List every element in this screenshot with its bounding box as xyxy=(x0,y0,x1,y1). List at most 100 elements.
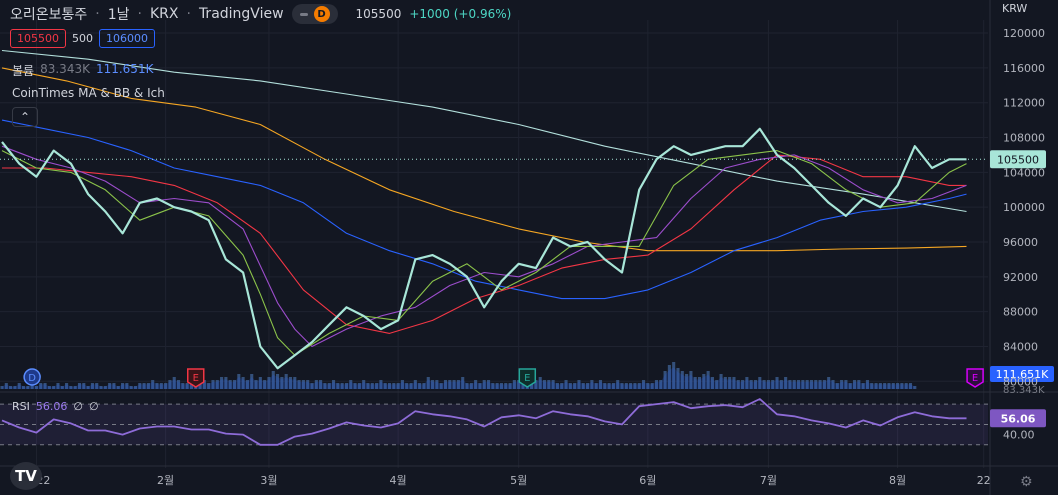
volume-bar xyxy=(495,383,499,389)
volume-bar xyxy=(560,383,564,389)
volume-bar xyxy=(271,371,275,389)
chevron-up-icon: ⌃ xyxy=(19,110,31,124)
volume-bar xyxy=(34,386,38,389)
volume-bar xyxy=(435,380,439,389)
volume-bar xyxy=(418,383,422,389)
price-tick-label: 116000 xyxy=(1003,62,1045,75)
volume-bar xyxy=(443,380,448,389)
volume-bar xyxy=(108,383,112,389)
price-tick-label: 112000 xyxy=(1003,97,1045,110)
price-change: +1000 (+0.96%) xyxy=(409,7,512,21)
gear-icon[interactable]: ⚙ xyxy=(1020,474,1033,490)
volume-bar xyxy=(650,383,654,389)
volume-bar xyxy=(202,380,206,389)
symbol-name[interactable]: 오리온보통주 xyxy=(10,7,88,23)
volume-bar xyxy=(629,383,633,389)
volume-bar xyxy=(822,380,826,389)
market-status-pill[interactable]: D xyxy=(291,4,338,24)
volume-bar xyxy=(848,383,852,389)
volume-bar xyxy=(82,383,86,389)
volume-bar xyxy=(99,386,103,389)
volume-last-tag xyxy=(990,366,1054,382)
event-marker-dividend[interactable]: D xyxy=(23,368,41,386)
volume-bar xyxy=(555,383,559,389)
volume-bar xyxy=(663,371,667,389)
volume-bar xyxy=(228,380,232,389)
volume-bar xyxy=(745,377,749,389)
volume-bar xyxy=(323,383,327,389)
volume-bar xyxy=(379,380,383,389)
volume-bar xyxy=(736,380,740,389)
time-tick-label: 5월 xyxy=(510,474,527,487)
series-ma-orange xyxy=(1,67,967,252)
volume-bar xyxy=(254,380,258,389)
price-tick-label: 92000 xyxy=(1003,271,1038,284)
volume-bar xyxy=(448,380,452,389)
rsi-label: RSI xyxy=(12,400,30,413)
volume-bar xyxy=(896,383,900,389)
volume-bar xyxy=(245,380,249,389)
last-price-tag xyxy=(990,150,1046,169)
volume-bar xyxy=(73,386,77,389)
volume-bar xyxy=(827,377,831,389)
volume-bar xyxy=(314,380,318,389)
rsi-legend[interactable]: RSI 56.06 ∅ ∅ xyxy=(12,400,99,413)
volume-bar xyxy=(319,380,323,389)
interval-label[interactable]: 1날 xyxy=(107,7,130,23)
volume-bar xyxy=(900,383,904,389)
volume-value-prev: 83.343K xyxy=(40,62,90,76)
rsi-line xyxy=(1,398,967,446)
volume-bar xyxy=(512,380,516,389)
volume-bar xyxy=(77,383,82,389)
volume-bar xyxy=(375,383,379,389)
volume-legend[interactable]: 볼륨 83.343K 111.651K xyxy=(12,62,153,79)
volume-bar xyxy=(284,374,288,389)
sell-button[interactable]: 105500 xyxy=(10,29,66,48)
volume-bar xyxy=(237,374,241,389)
volume-bar xyxy=(685,374,689,389)
series-price xyxy=(1,127,967,370)
price-tick-label: 88000 xyxy=(1003,306,1038,319)
volume-bar xyxy=(706,371,710,389)
volume-bar xyxy=(224,377,228,389)
volume-bar xyxy=(103,386,107,389)
volume-bar xyxy=(17,383,21,389)
volume-bar xyxy=(883,383,887,389)
tradingview-logo[interactable]: TV xyxy=(10,462,42,490)
volume-bar xyxy=(831,380,835,389)
volume-bar xyxy=(753,380,758,389)
volume-bar xyxy=(504,383,508,389)
volume-bar xyxy=(465,383,469,389)
volume-bar xyxy=(538,377,542,389)
volume-bar xyxy=(766,380,770,389)
volume-bar xyxy=(142,383,146,389)
volume-bar xyxy=(594,383,598,389)
volume-bar xyxy=(758,377,762,389)
volume-bar xyxy=(4,383,8,389)
minus-icon xyxy=(299,12,308,16)
buy-button[interactable]: 106000 xyxy=(99,29,155,48)
indicator-legend[interactable]: CoinTimes MA & BB & Ich xyxy=(12,86,165,100)
volume-bar xyxy=(9,386,13,389)
exchange-label: KRX xyxy=(149,6,179,22)
event-marker-earnings-teal[interactable]: E xyxy=(518,368,537,388)
volume-bar xyxy=(633,383,637,389)
volume-bar xyxy=(878,383,882,389)
currency-label[interactable]: KRW xyxy=(1002,2,1028,15)
volume-bar xyxy=(517,380,521,389)
series-ma-red xyxy=(2,154,967,334)
event-marker-earnings-red[interactable]: E xyxy=(187,368,205,388)
volume-bar xyxy=(383,383,387,389)
event-marker-earnings-purple[interactable]: E xyxy=(966,368,984,388)
volume-bar xyxy=(805,380,809,389)
volume-bar xyxy=(13,386,17,389)
series-ma-purple xyxy=(1,145,967,348)
time-tick-label: 8월 xyxy=(889,474,906,487)
volume-bar xyxy=(680,371,684,389)
collapse-legend-button[interactable]: ⌃ xyxy=(12,107,38,127)
volume-bar xyxy=(366,383,370,389)
volume-bar xyxy=(840,380,844,389)
volume-bar xyxy=(43,383,47,389)
